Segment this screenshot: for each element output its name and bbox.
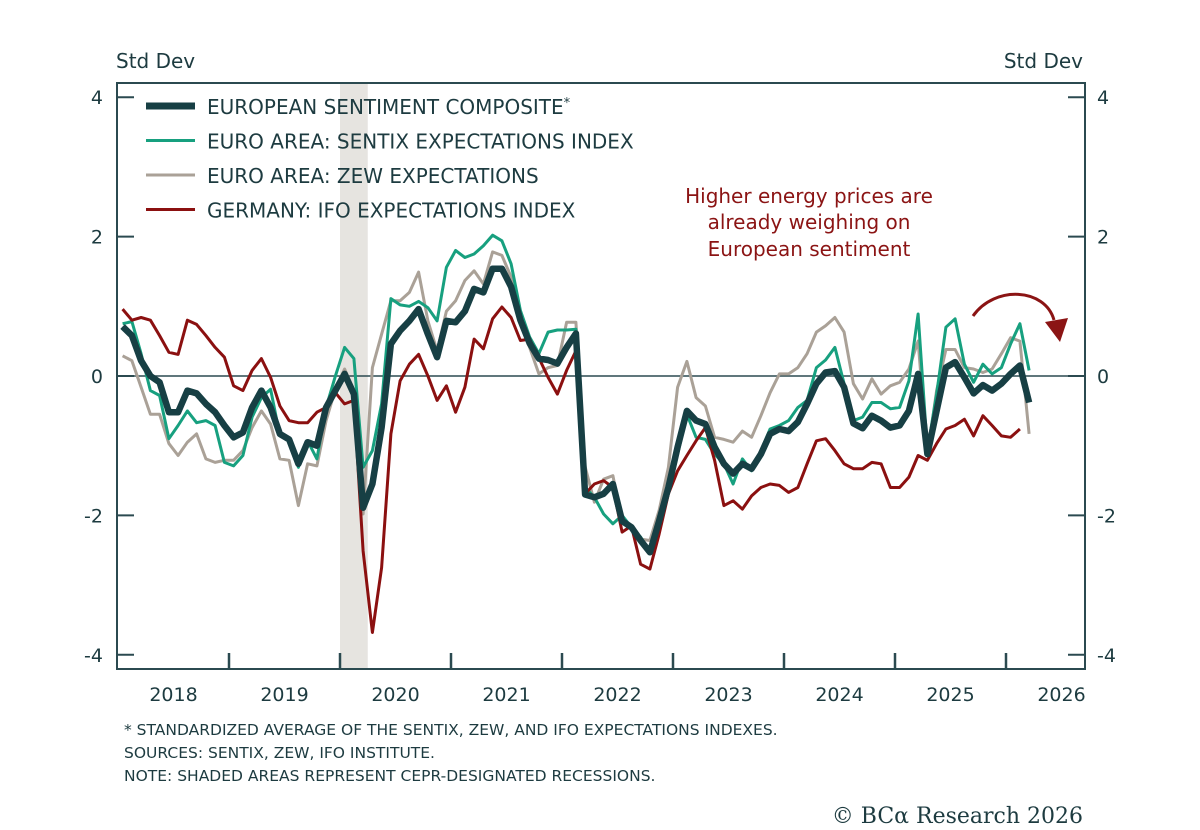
copyright: © BCα Research 2026: [832, 804, 1083, 829]
series-line-1: [120, 265, 1033, 556]
x-tick-label: 2018: [149, 684, 197, 706]
legend-label: EURO AREA: ZEW EXPECTATIONS: [207, 164, 539, 188]
legend-label: EURO AREA: SENTIX EXPECTATIONS INDEX: [207, 130, 634, 154]
x-tick-label: 2023: [704, 684, 752, 706]
series-line-4: [121, 305, 1021, 634]
series-line-3: [121, 250, 1031, 542]
x-tick-label: 2024: [815, 684, 863, 706]
x-tick-label: 2022: [593, 684, 641, 706]
x-tick-label: 2025: [926, 684, 974, 706]
y-tick-label-left: -2: [84, 505, 103, 527]
y-tick-label-left: 2: [91, 227, 103, 249]
y-tick-label-right: 0: [1097, 366, 1109, 388]
y-axis-label-left: Std Dev: [116, 49, 195, 73]
annotation: Higher energy prices are already weighin…: [685, 184, 1068, 342]
annotation-arrowhead-icon: [1045, 318, 1068, 342]
footnote: SOURCES: SENTIX, ZEW, IFO INSTITUTE.: [124, 744, 435, 762]
annotation-line: Higher energy prices are: [685, 184, 933, 208]
y-tick-label-left: 4: [91, 87, 103, 109]
y-tick-label-right: -2: [1097, 505, 1116, 527]
x-tick-label: 2021: [482, 684, 530, 706]
y-tick-label-right: 4: [1097, 87, 1109, 109]
footnote: NOTE: SHADED AREAS REPRESENT CEPR-DESIGN…: [124, 767, 655, 785]
y-axis-label-right: Std Dev: [1004, 49, 1083, 73]
y-tick-label-left: -4: [84, 645, 103, 667]
y-tick-label-right: -4: [1097, 645, 1116, 667]
y-tick-label-right: 2: [1097, 227, 1109, 249]
y-tick-label-left: 0: [91, 366, 103, 388]
annotation-line: already weighing on: [708, 210, 911, 234]
x-tick-label: 2019: [260, 684, 308, 706]
annotation-arrow-icon: [971, 292, 1056, 321]
series-line-2: [122, 233, 1031, 554]
legend-label: GERMANY: IFO EXPECTATIONS INDEX: [207, 199, 576, 223]
x-tick-label: 2026: [1037, 684, 1085, 706]
x-tick-label: 2020: [371, 684, 419, 706]
annotation-line: European sentiment: [708, 237, 911, 261]
footnote: * STANDARDIZED AVERAGE OF THE SENTIX, ZE…: [124, 721, 778, 739]
legend: EUROPEAN SENTIMENT COMPOSITE* EURO AREA: …: [146, 95, 634, 223]
legend-label: EUROPEAN SENTIMENT COMPOSITE*: [207, 95, 571, 119]
